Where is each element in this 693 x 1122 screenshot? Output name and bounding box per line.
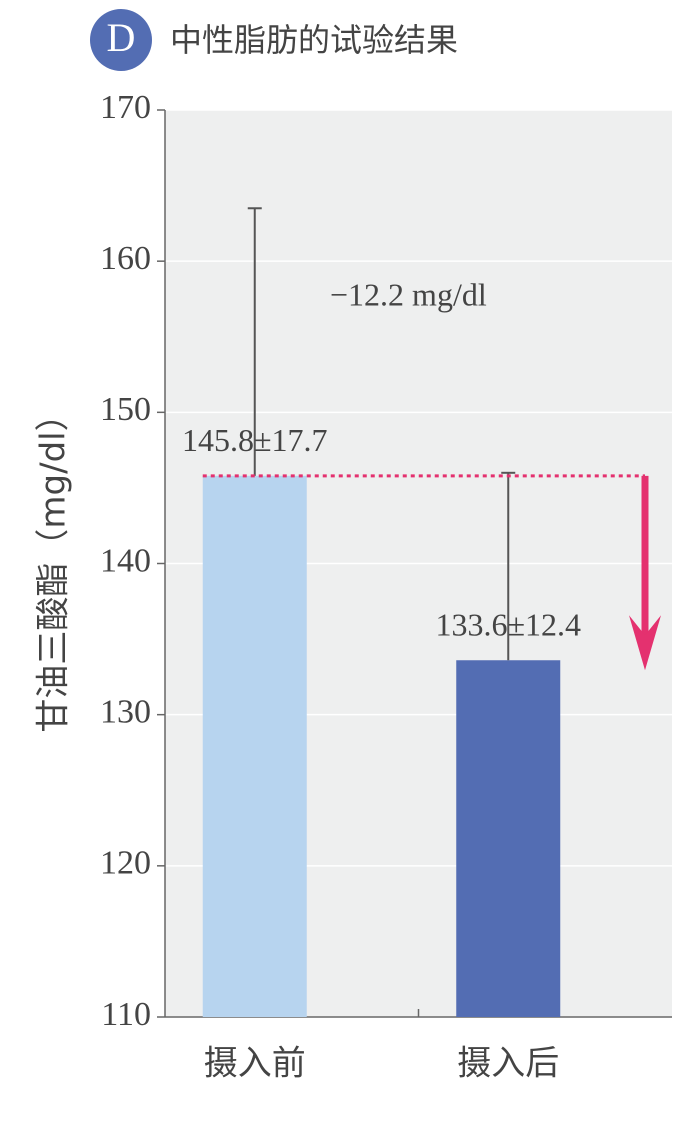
bar <box>202 475 307 1017</box>
y-tick-label: 160 <box>100 240 151 277</box>
y-tick-label: 120 <box>100 845 151 882</box>
x-tick-label: 摄入后 <box>457 1044 559 1084</box>
y-axis-label: 甘油三酸酯（mg/dl） <box>34 397 74 732</box>
y-tick-label: 130 <box>100 693 151 730</box>
arrow-head <box>629 615 661 671</box>
y-tick-label: 170 <box>100 89 151 126</box>
badge: D <box>107 15 136 60</box>
x-tick-label: 摄入前 <box>204 1044 306 1084</box>
annotation: −12.2 mg/dl <box>330 276 487 312</box>
chart-title: 中性脂肪的试验结果 <box>170 21 458 59</box>
y-tick-label: 150 <box>100 391 151 428</box>
y-tick-label: 110 <box>101 996 151 1033</box>
badge-circle <box>90 9 152 71</box>
value-label: 145.8±17.7 <box>182 422 328 458</box>
bar <box>456 660 561 1017</box>
value-label: 133.6±12.4 <box>435 607 581 643</box>
y-tick-label: 140 <box>100 542 151 579</box>
